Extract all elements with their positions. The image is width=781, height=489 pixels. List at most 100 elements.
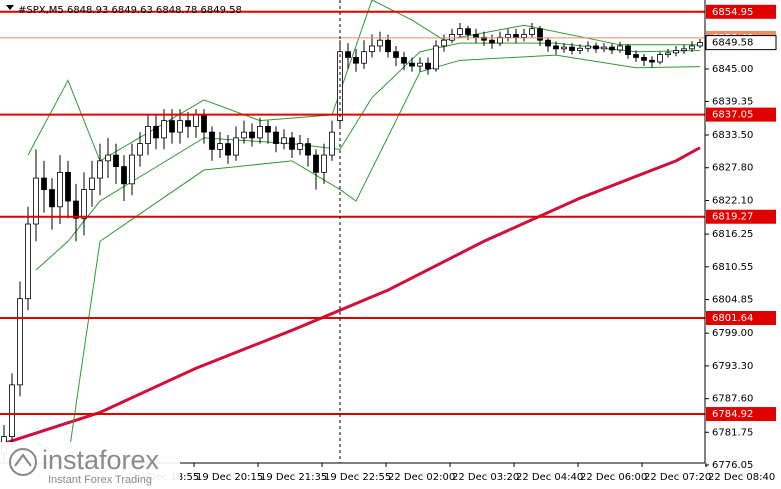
level-label: 6819.27 [712,212,753,223]
candle-body [513,34,519,38]
candle-body [473,34,479,38]
y-tick-label: 6787.60 [712,394,753,405]
candle-body [225,143,231,156]
level-label-box [706,407,776,422]
candle-body [89,177,95,190]
watermark-subtitle: Instant Forex Trading [48,474,152,486]
candle-body [585,45,591,49]
candle-body [529,28,535,35]
candle-body [177,120,183,133]
candle-body [185,120,191,127]
last-price-label: 6849.58 [712,38,753,49]
candle-body [329,131,335,156]
candle-body [401,57,407,64]
y-tick-label: 6810.55 [712,262,753,273]
x-tick-label: 19 Dec 22:55 [324,472,391,483]
chart-info: #SPX,M5 6848.93 6849.63 6848.78 6849.58 [18,5,242,16]
candle-body [33,177,39,225]
candle-body [121,166,127,185]
last-price-box [705,35,777,51]
candle-body [105,154,111,162]
candle-body [609,46,615,51]
candle-body [145,125,151,145]
candle-body [265,125,271,133]
watermark-logo-mark [14,453,32,467]
candle-body [241,131,247,139]
candle-body [17,298,23,386]
candle-body [289,137,295,150]
candle-body [665,52,671,55]
y-tick-label: 6845.00 [712,64,753,75]
candle-body [65,171,71,202]
x-tick-label: 22 Dec 08:40 [708,472,775,483]
candle-body [441,39,447,47]
candle-body [553,45,559,50]
candle-body [625,45,631,55]
candle-body [257,125,263,139]
candle-body [209,131,215,150]
x-tick-label: 22 Dec 07:20 [644,472,711,483]
candle-body [201,114,207,133]
level-label-box [706,311,776,326]
candle-body [129,154,135,185]
y-tick-label: 6776.05 [712,460,753,471]
x-tick-label: 22 Dec 02:00 [388,472,455,483]
menu-arrow [6,5,14,10]
candle-body [633,54,639,58]
watermark-logo [9,448,37,476]
x-tick-label: 22 Dec 03:20 [452,472,519,483]
y-tick-label: 6822.10 [712,195,753,206]
candle-body [57,171,63,208]
level-label-box [706,4,776,19]
level-label: 6784.92 [712,409,753,420]
candle-body [641,57,647,61]
level-label-box [706,107,776,122]
candle-body [9,384,15,437]
candle-body [137,143,143,156]
candle-body [297,143,303,150]
candle-body [657,54,663,63]
candle-body [305,143,311,156]
y-tick-label: 6793.30 [712,361,753,372]
candle-body [537,28,543,41]
level-label: 6854.95 [712,7,753,18]
candle-body [25,223,31,300]
candle-body [689,45,695,50]
candle-body [521,34,527,38]
candle-body [385,39,391,53]
watermark-title: instaforex [42,445,160,475]
candle-body [505,34,511,38]
candle-body [81,189,87,219]
level-label: 6801.64 [712,313,753,324]
y-tick-label: 6816.25 [712,229,753,240]
y-tick-label: 6781.75 [712,427,753,438]
x-tick-label: 22 Dec 04:40 [516,472,583,483]
candle-body [617,45,623,51]
candle-body [249,131,255,139]
candle-body [361,51,367,64]
y-tick-label: 6839.35 [712,96,753,107]
candle-body [497,36,503,44]
candle-body [313,154,319,173]
candle-body [569,46,575,51]
bollinger-band [35,42,701,271]
candle-body [321,154,327,173]
candle-body [393,51,399,58]
bollinger-band [35,54,701,461]
candle-body [113,154,119,167]
candle-body [41,177,47,190]
level-label: 6837.05 [712,110,753,121]
candle-body [73,200,79,219]
candle-body [681,48,687,51]
moving-average [3,146,701,445]
candle-body [193,114,199,127]
candle-body [97,160,103,179]
x-tick-label: 19 Dec 20:15 [196,472,263,483]
candle-body [673,50,679,54]
x-tick-label: 19 Dec 21:35 [260,472,327,483]
candle-body [465,28,471,35]
candle-body [161,120,167,139]
candle-body [457,28,463,35]
